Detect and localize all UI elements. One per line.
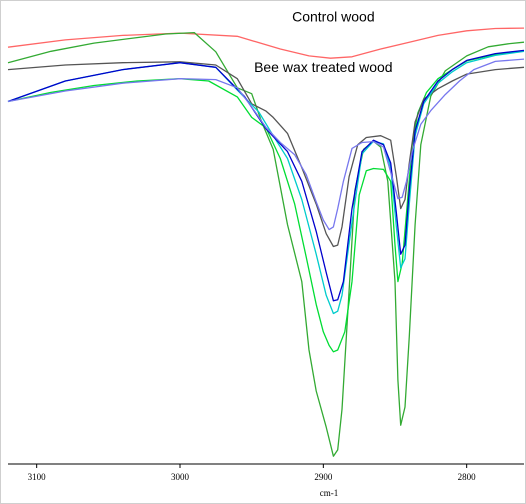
x-tick-layer: 3100 3000 2900 2800 [28, 464, 477, 482]
series-layer [7, 27, 525, 457]
annotation-1: Control wood [292, 9, 375, 25]
series-line-7 [7, 58, 525, 231]
x-tick-label: 3100 [28, 472, 47, 482]
series-line-3 [7, 50, 525, 353]
x-tick-label: 2800 [458, 472, 477, 482]
annotation-layer: Control wood Bee wax treated wood [254, 9, 393, 75]
x-tick-label: 2900 [314, 472, 333, 482]
series-line-1 [7, 27, 525, 59]
annotation-2: Bee wax treated wood [254, 59, 393, 75]
series-line-5 [7, 50, 525, 315]
x-tick-label: 3000 [171, 472, 190, 482]
x-axis-label: cm-1 [320, 488, 339, 498]
series-line-2 [7, 31, 525, 457]
series-line-4 [7, 61, 525, 248]
